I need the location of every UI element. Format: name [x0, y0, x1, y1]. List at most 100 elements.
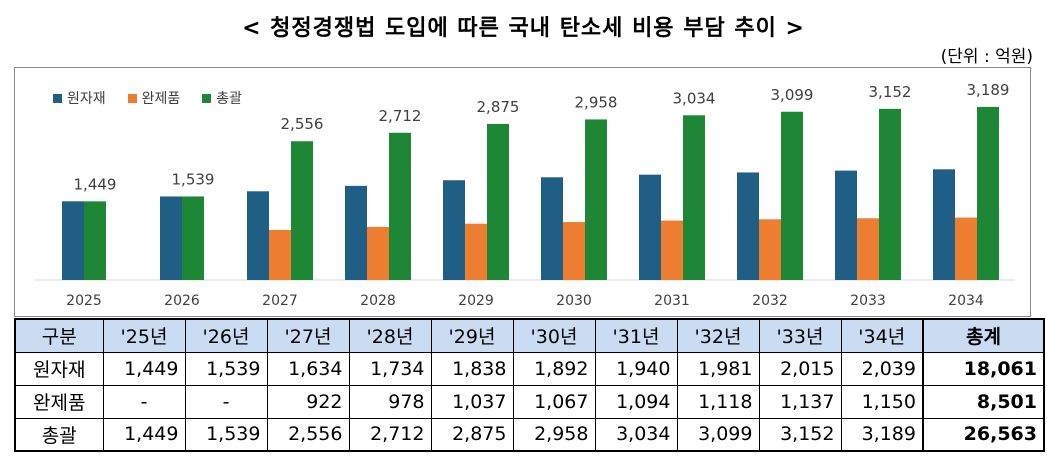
- bar-총괄-2031: [683, 115, 705, 280]
- bar-chart: 1,449 2025 1,539 2026 2,556 2027 2,712 2028 2,87…: [35, 81, 1015, 309]
- chart-legend: 원자재 완제품 총괄: [53, 88, 242, 108]
- data-label-2031: 3,034: [673, 89, 716, 107]
- table-header-cell: '25년: [102, 318, 186, 353]
- bar-원자재-2031: [639, 174, 661, 280]
- table-cell: 1,940: [594, 351, 678, 386]
- table-cell: 1,634: [266, 351, 350, 386]
- table-cell: 2,712: [348, 417, 432, 452]
- table-cell: 1,838: [430, 351, 514, 386]
- x-tick-label-2034: 2034: [948, 293, 984, 309]
- bar-완제품-2034: [955, 217, 977, 280]
- legend-swatch: [202, 93, 212, 103]
- legend-label: 총괄: [216, 91, 243, 107]
- x-tick-label-2025: 2025: [66, 293, 102, 309]
- bar-완제품-2029: [465, 223, 487, 280]
- table-cell: 1,037: [430, 384, 514, 419]
- bar-총괄-2033: [879, 108, 901, 280]
- x-tick-label-2032: 2032: [752, 293, 788, 309]
- bar-총괄-2025: [84, 201, 106, 280]
- table-cell: 18,061: [922, 351, 1045, 386]
- data-label-2028: 2,712: [379, 107, 422, 125]
- bar-총괄-2028: [389, 132, 411, 280]
- table-header-cell: 구분: [14, 318, 104, 353]
- table-cell: 1,094: [594, 384, 678, 419]
- row-label-cell: 원자재: [14, 351, 104, 386]
- chart-area: 1,449 2025 1,539 2026 2,556 2027 2,712 2028 2,87…: [14, 67, 1031, 317]
- data-label-2030: 2,958: [575, 93, 618, 111]
- table-cell: 1,892: [512, 351, 596, 386]
- table-header-cell: 총계: [922, 318, 1045, 353]
- table-header-row: 구분 '25년 '26년 '27년 '28년 '29년 '30년 '31년 '32년 '33년 '3…: [14, 318, 1045, 353]
- x-tick-label-2031: 2031: [654, 293, 690, 309]
- bar-원자재-2026: [160, 196, 182, 280]
- bar-원자재-2032: [737, 172, 759, 280]
- bar-총괄-2026: [182, 196, 204, 280]
- legend-label: 원자재: [67, 91, 106, 107]
- bar-원자재-2029: [443, 180, 465, 280]
- bar-원자재-2027: [247, 191, 269, 280]
- table-header-cell: '34년: [840, 318, 924, 353]
- data-label-2026: 1,539: [172, 170, 215, 188]
- table-cell: 1,539: [184, 351, 268, 386]
- bar-완제품-2033: [857, 218, 879, 280]
- table-cell: 8,501: [922, 384, 1045, 419]
- table-cell: 2,875: [430, 417, 514, 452]
- table-header-cell: '33년: [758, 318, 842, 353]
- legend-item-완제품: 완제품: [127, 88, 181, 108]
- x-tick-label-2030: 2030: [556, 293, 592, 309]
- bar-총괄-2030: [585, 119, 607, 280]
- bar-완제품-2027: [269, 229, 291, 280]
- page-title: < 청정경쟁법 도입에 따른 국내 탄소세 비용 부담 추이 >: [242, 16, 805, 41]
- table-header-cell: '28년: [348, 318, 432, 353]
- table-cell: 922: [266, 384, 350, 419]
- bar-원자재-2034: [933, 169, 955, 280]
- data-label-2033: 3,152: [869, 83, 912, 101]
- table-cell: 2,958: [512, 417, 596, 452]
- legend-item-총괄: 총괄: [202, 88, 242, 108]
- bar-원자재-2030: [541, 177, 563, 280]
- bar-총괄-2029: [487, 123, 509, 280]
- bar-원자재-2028: [345, 185, 367, 280]
- table-cell: 3,152: [758, 417, 842, 452]
- x-tick-label-2033: 2033: [850, 293, 886, 309]
- data-label-2027: 2,556: [281, 115, 324, 133]
- bar-완제품-2031: [661, 220, 683, 280]
- bar-총괄-2027: [291, 141, 313, 280]
- table-cell: 1,137: [758, 384, 842, 419]
- table-header-cell: '26년: [184, 318, 268, 353]
- table-row: 완제품 - -922 978 1,037 1,067 1,094 1,118 1,137 1,15…: [14, 384, 1045, 419]
- legend-swatch: [127, 93, 137, 103]
- data-label-2034: 3,189: [967, 81, 1010, 99]
- table-header-cell: '30년: [512, 318, 596, 353]
- bar-완제품-2030: [563, 222, 585, 280]
- table-cell: 3,189: [840, 417, 924, 452]
- table-cell: 978: [348, 384, 432, 419]
- table-header-cell: '27년: [266, 318, 350, 353]
- table-cell: 26,563: [922, 417, 1045, 452]
- legend-label: 완제품: [141, 91, 181, 107]
- bar-원자재-2025: [62, 201, 84, 280]
- unit-label: (단위 : 억원): [940, 47, 1033, 67]
- bar-총괄-2034: [977, 106, 999, 280]
- table-body: 원자재 1,449 1,539 1,634 1,734 1,838 1,892 1,940 1,…: [14, 351, 1045, 452]
- table-row: 총괄 1,449 1,539 2,556 2,712 2,875 2,958 3,034 3,0…: [14, 417, 1045, 452]
- data-table: 구분 '25년 '26년 '27년 '28년 '29년 '30년 '31년 '32년 '33년 '3…: [14, 318, 1045, 452]
- table-row: 원자재 1,449 1,539 1,634 1,734 1,838 1,892 1,940 1,…: [14, 351, 1045, 386]
- data-label-2032: 3,099: [771, 86, 814, 104]
- x-tick-label-2027: 2027: [262, 293, 298, 309]
- data-label-2029: 2,875: [477, 98, 520, 116]
- bar-완제품-2028: [367, 226, 389, 280]
- table-cell: 1,981: [676, 351, 760, 386]
- bar-총괄-2032: [781, 111, 803, 280]
- table-header-cell: '31년: [594, 318, 678, 353]
- row-label-cell: 총괄: [14, 417, 104, 452]
- table-cell: 2,039: [840, 351, 924, 386]
- row-label-cell: 완제품: [14, 384, 104, 419]
- x-tick-label-2029: 2029: [458, 293, 494, 309]
- table-cell: 1,449: [102, 351, 186, 386]
- table-header-cell: '32년: [676, 318, 760, 353]
- table-cell: 2,556: [266, 417, 350, 452]
- table-cell: -: [102, 384, 186, 419]
- legend-item-원자재: 원자재: [53, 88, 106, 108]
- x-tick-label-2026: 2026: [164, 293, 200, 309]
